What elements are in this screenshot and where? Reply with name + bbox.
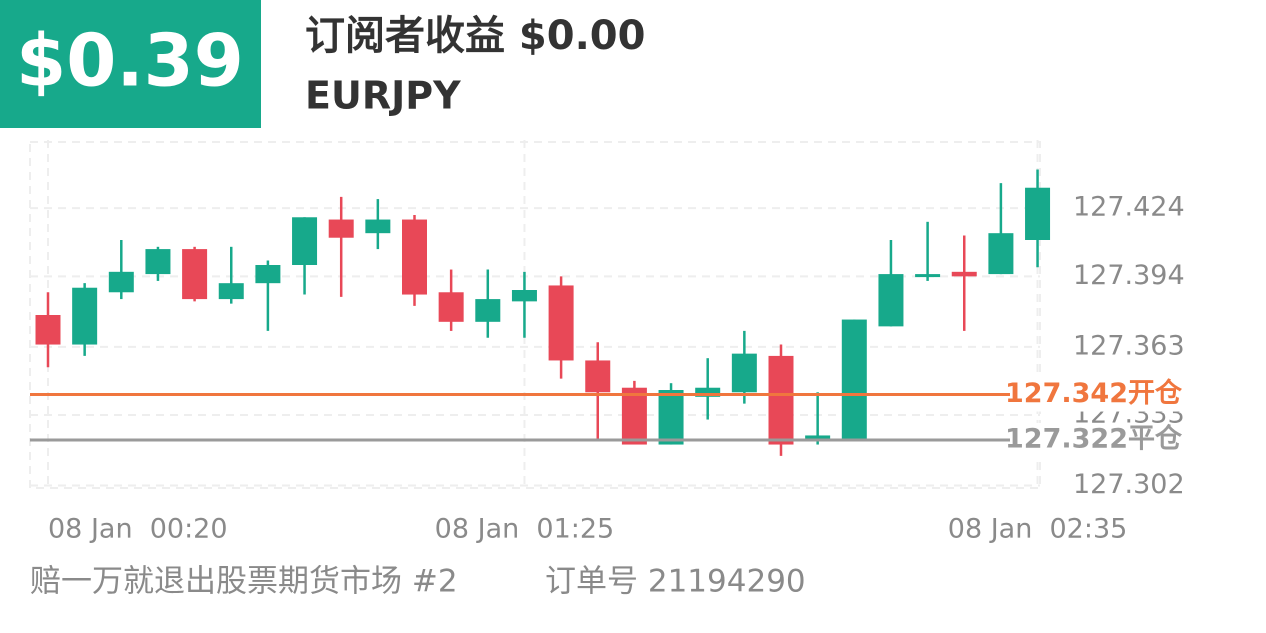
- x-tick-label: 08 Jan 00:20: [48, 514, 228, 545]
- candle-body: [218, 283, 244, 300]
- candle-body: [438, 292, 464, 322]
- candle-body: [108, 271, 134, 293]
- candle-body: [255, 265, 281, 284]
- candle-body: [585, 360, 611, 393]
- candle-body: [768, 355, 794, 445]
- candle-body: [402, 219, 427, 295]
- y-tick-label: 127.394: [1073, 260, 1185, 291]
- candle-body: [548, 285, 574, 361]
- candle-body: [365, 219, 391, 234]
- candle-body: [805, 435, 831, 440]
- reference-label: 127.322平仓: [1005, 424, 1183, 455]
- candle-body: [35, 315, 61, 345]
- candle-body: [292, 217, 318, 265]
- candle-body: [988, 233, 1014, 275]
- candle-body: [182, 249, 208, 300]
- order-number: 订单号 21194290: [545, 564, 806, 600]
- y-tick-label: 127.424: [1073, 192, 1185, 223]
- account-name: 赔一万就退出股票期货市场 #2: [30, 564, 458, 600]
- candle-body: [915, 274, 941, 278]
- x-tick-label: 08 Jan 01:25: [435, 514, 615, 545]
- candle-body: [72, 287, 98, 345]
- symbol: EURJPY: [305, 74, 461, 118]
- x-tick-label: 08 Jan 02:35: [948, 514, 1128, 545]
- y-tick-label: 127.363: [1073, 330, 1185, 361]
- candle-body: [731, 353, 757, 393]
- title: 订阅者收益 $0.00: [305, 13, 645, 59]
- candle-body: [1025, 187, 1051, 240]
- candle-body: [695, 387, 721, 397]
- candle-body: [511, 290, 537, 302]
- profit: $0.39: [16, 19, 244, 103]
- candle-body: [328, 219, 354, 238]
- reference-label: 127.342开仓: [1005, 378, 1183, 409]
- profit-badge: [0, 0, 261, 128]
- reference-label-bg: [1012, 377, 1184, 412]
- candle-body: [658, 390, 684, 445]
- plot-frame: [29, 141, 1041, 489]
- reference-label-bg: [1012, 423, 1184, 457]
- candle-body: [841, 319, 867, 440]
- y-tick-label: 127.302: [1073, 469, 1185, 500]
- candle-body: [621, 387, 647, 445]
- candle-body: [475, 299, 501, 322]
- candle-body: [145, 249, 171, 275]
- candle-body: [951, 271, 977, 277]
- candle-body: [878, 274, 904, 327]
